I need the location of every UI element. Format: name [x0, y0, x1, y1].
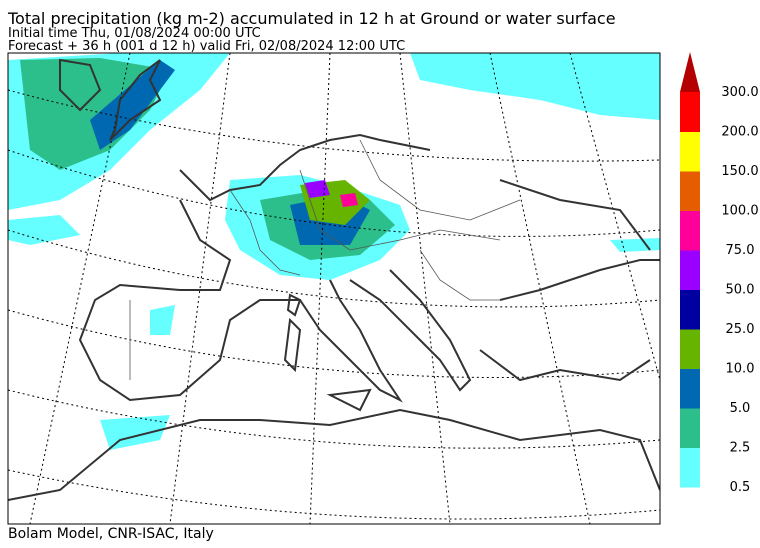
- colorbar-segment: [680, 92, 700, 132]
- colorbar-label: 100.0: [721, 204, 758, 219]
- colorbar-label: 2.5: [730, 441, 751, 456]
- colorbar-segment: [680, 447, 700, 488]
- colorbar-segment: [680, 210, 700, 251]
- colorbar-label: 150.0: [721, 164, 758, 179]
- colorbar-label: 75.0: [726, 243, 755, 258]
- colorbar-extend: [680, 52, 700, 92]
- colorbar-segment: [680, 368, 700, 409]
- colorbar-label: 200.0: [721, 125, 758, 140]
- colorbar-label: 5.0: [730, 401, 751, 416]
- initial-time: Initial time Thu, 01/08/2024 00:00 UTC: [8, 26, 261, 41]
- colorbar-segment: [680, 289, 700, 330]
- colorbar-label: 10.0: [726, 362, 755, 377]
- map: [7, 52, 661, 525]
- colorbar-label: 50.0: [726, 283, 755, 298]
- colorbar-label: 300.0: [721, 85, 758, 100]
- forecast-time: Forecast + 36 h (001 d 12 h) valid Fri, …: [8, 39, 405, 54]
- colorbar-segment: [680, 131, 700, 172]
- colorbar-segment: [680, 329, 700, 369]
- title: Total precipitation (kg m-2) accumulated…: [7, 9, 616, 28]
- colorbar: 0.5 2.5 5.0 10.0 25.0 50.0 75.0 100.0 150.0 200.0…: [680, 52, 759, 495]
- colorbar-segment: [680, 250, 700, 290]
- footer: Bolam Model, CNR-ISAC, Italy: [8, 526, 214, 542]
- colorbar-label: 25.0: [726, 322, 755, 337]
- colorbar-segment: [680, 171, 700, 211]
- colorbar-segment: [680, 408, 700, 448]
- colorbar-label: 0.5: [730, 480, 751, 495]
